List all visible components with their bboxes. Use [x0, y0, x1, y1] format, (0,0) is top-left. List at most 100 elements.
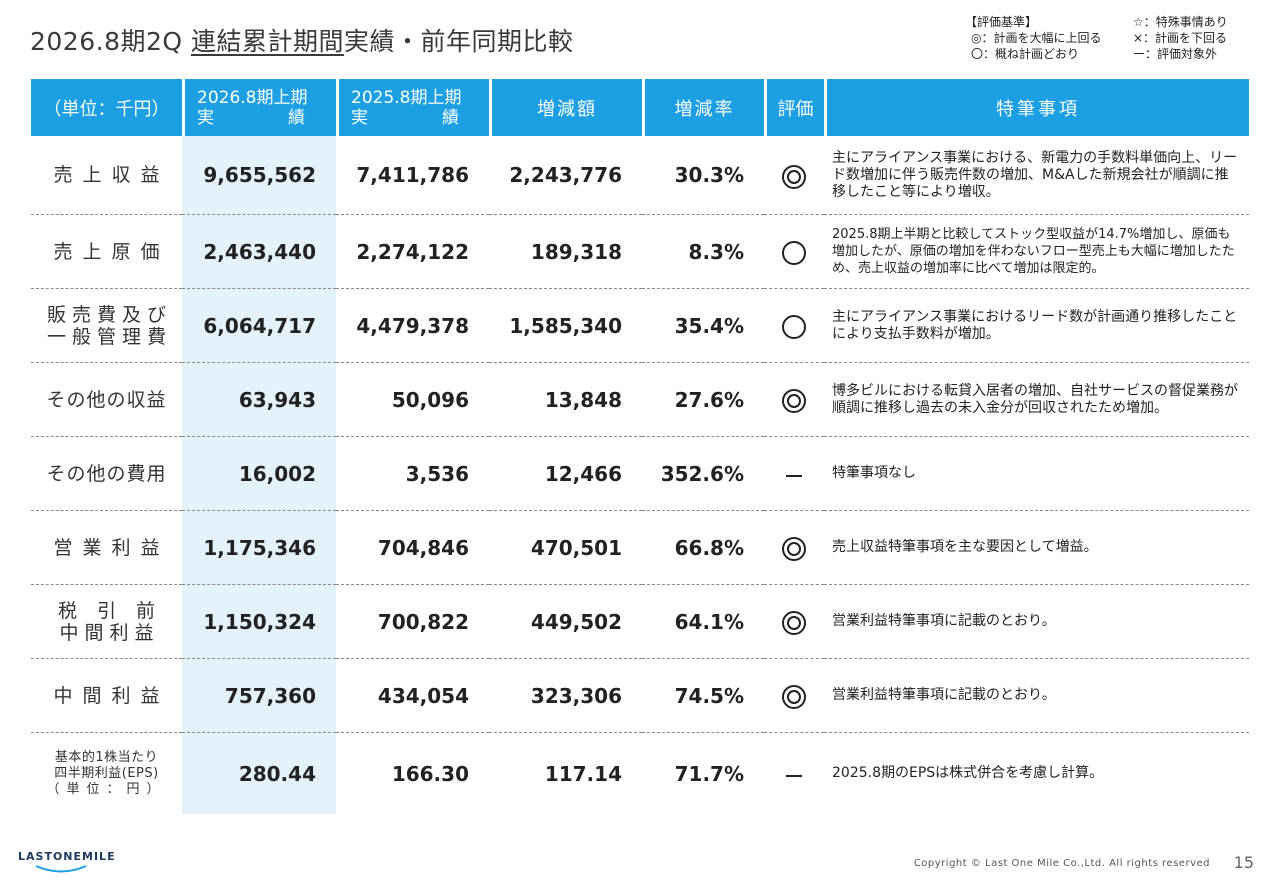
legend-item: ×：計画を下回る	[1133, 31, 1228, 45]
change-value: 470,501	[489, 510, 642, 584]
legend-item: ◎：計画を大幅に上回る	[971, 31, 1102, 45]
double-circle-icon	[782, 537, 806, 562]
double-circle-icon	[782, 389, 806, 414]
note-text: 営業利益特筆事項に記載のとおり。	[824, 658, 1249, 732]
prior-value: 50,096	[336, 362, 489, 436]
rate-value: 74.5%	[642, 658, 764, 732]
row-label: その他の費用	[31, 436, 182, 510]
header-unit: （単位：千円）	[31, 79, 182, 136]
note-text: 2025.8期のEPSは株式併合を考慮し計算。	[824, 732, 1249, 814]
rate-value: 71.7%	[642, 732, 764, 814]
dash-icon	[786, 475, 802, 477]
rate-value: 64.1%	[642, 584, 764, 658]
change-value: 2,243,776	[509, 163, 622, 187]
current-value: 9,655,562	[182, 136, 336, 214]
evaluation-cell	[764, 658, 824, 732]
legend-heading: 【評価基準】	[965, 15, 1038, 29]
header-change: 増減額	[489, 79, 642, 136]
rate-value: 352.6%	[642, 436, 764, 510]
evaluation-cell	[764, 288, 824, 362]
current-value: 16,002	[182, 436, 336, 510]
legend-item: ー：評価対象外	[1133, 47, 1218, 61]
double-circle-icon	[782, 685, 806, 710]
table-row: 営業利益 1,175,346 704,846 470,501 66.8% 売上収益特筆事項…	[31, 510, 1249, 584]
evaluation-cell	[764, 732, 824, 814]
current-value: 2,463,440	[182, 214, 336, 288]
double-circle-icon	[782, 164, 806, 189]
change-value: 189,318	[489, 214, 642, 288]
evaluation-cell	[764, 510, 824, 584]
header-notes: 特筆事項	[824, 79, 1249, 136]
current-value: 6,064,717	[182, 288, 336, 362]
double-circle-icon	[782, 611, 806, 636]
page-title: 2026.8期2Q 連結累計期間実績・前年同期比較	[30, 27, 574, 56]
note-text: 主にアライアンス事業における、新電力の手数料単価向上、リード数増加に伴う販売件数…	[832, 149, 1238, 200]
table-row: 販売費及び 一般管理費 6,064,717 4,479,378 1,585,340 35.…	[31, 288, 1249, 362]
current-value: 1,150,324	[182, 584, 336, 658]
rate-value: 30.3%	[674, 163, 744, 187]
rate-value: 35.4%	[642, 288, 764, 362]
prior-value: 434,054	[336, 658, 489, 732]
row-label: その他の収益	[31, 362, 182, 436]
rate-value: 8.3%	[642, 214, 764, 288]
current-value: 63,943	[182, 362, 336, 436]
note-text: 博多ビルにおける転貸入居者の増加、自社サービスの督促業務が順調に推移し過去の未入…	[824, 362, 1249, 436]
company-logo: LASTONEMILE	[18, 848, 128, 878]
evaluation-cell	[764, 436, 824, 510]
results-table: （単位：千円） 2026.8期上期 実績 2025.8期上期 実績 増減額 増減…	[31, 79, 1249, 814]
row-label: 中間利益	[31, 658, 182, 732]
circle-icon	[782, 241, 806, 266]
prior-value: 2,274,122	[336, 214, 489, 288]
evaluation-cell	[764, 362, 824, 436]
row-label: 売上原価	[31, 214, 182, 288]
table-row: 売上原価 2,463,440 2,274,122 189,318 8.3% 2025.8期…	[31, 214, 1249, 288]
prior-value: 7,411,786	[356, 163, 469, 187]
header-eval: 評価	[764, 79, 824, 136]
rate-value: 27.6%	[642, 362, 764, 436]
change-value: 1,585,340	[489, 288, 642, 362]
row-label: 基本的1株当たり 四半期利益(EPS) （単位：円）	[31, 732, 182, 814]
note-text: 主にアライアンス事業におけるリード数が計画通り推移したことにより支払手数料が増加…	[824, 288, 1249, 362]
table-row: 基本的1株当たり 四半期利益(EPS) （単位：円） 280.44 166.30 117.…	[31, 732, 1249, 814]
header-prior: 2025.8期上期 実績	[336, 79, 489, 136]
circle-icon	[782, 315, 806, 340]
row-label: 営業利益	[31, 510, 182, 584]
legend-item: 〇：概ね計画どおり	[971, 47, 1080, 61]
change-value: 117.14	[489, 732, 642, 814]
change-value: 12,466	[489, 436, 642, 510]
table-row: 税引前 中間利益 1,150,324 700,822 449,502 64.1% 営業利益特…	[31, 584, 1249, 658]
header-rate: 増減率	[642, 79, 764, 136]
header-current: 2026.8期上期 実績	[182, 79, 336, 136]
change-value: 13,848	[489, 362, 642, 436]
evaluation-cell	[764, 136, 824, 214]
rate-value: 66.8%	[642, 510, 764, 584]
change-value: 449,502	[489, 584, 642, 658]
row-label: 売上収益	[53, 164, 170, 186]
note-text: 営業利益特筆事項に記載のとおり。	[824, 584, 1249, 658]
table-row: 中間利益 757,360 434,054 323,306 74.5% 営業利益特筆事項に記…	[31, 658, 1249, 732]
legend-item: ☆：特殊事情あり	[1133, 15, 1228, 29]
current-value: 757,360	[182, 658, 336, 732]
current-value: 1,175,346	[182, 510, 336, 584]
change-value: 323,306	[489, 658, 642, 732]
note-text: 2025.8期上半期と比較してストック型収益が14.7%増加し、原価も増加したが…	[824, 214, 1249, 288]
table-header-row: （単位：千円） 2026.8期上期 実績 2025.8期上期 実績 増減額 増減…	[31, 79, 1249, 136]
prior-value: 4,479,378	[336, 288, 489, 362]
title-underlined: 連結累計期間	[191, 27, 345, 56]
copyright: Copyright © Last One Mile Co.,Ltd. All r…	[913, 858, 1210, 869]
row-label: 税引前 中間利益	[31, 584, 182, 658]
logo-arc-icon	[35, 865, 87, 873]
prior-value: 704,846	[336, 510, 489, 584]
current-value: 280.44	[182, 732, 336, 814]
table-row: その他の費用 16,002 3,536 12,466 352.6% 特筆事項なし	[31, 436, 1249, 510]
table-row: 売上収益 9,655,562 7,411,786 2,243,776 30.3% 主にアラ…	[31, 136, 1249, 214]
table-row: その他の収益 63,943 50,096 13,848 27.6% 博多ビルにおける転貸入…	[31, 362, 1249, 436]
row-label: 販売費及び 一般管理費	[31, 288, 182, 362]
prior-value: 700,822	[336, 584, 489, 658]
evaluation-cell	[764, 584, 824, 658]
evaluation-cell	[764, 214, 824, 288]
note-text: 売上収益特筆事項を主な要因として増益。	[824, 510, 1249, 584]
dash-icon	[786, 775, 802, 777]
prior-value: 166.30	[336, 732, 489, 814]
prior-value: 3,536	[336, 436, 489, 510]
